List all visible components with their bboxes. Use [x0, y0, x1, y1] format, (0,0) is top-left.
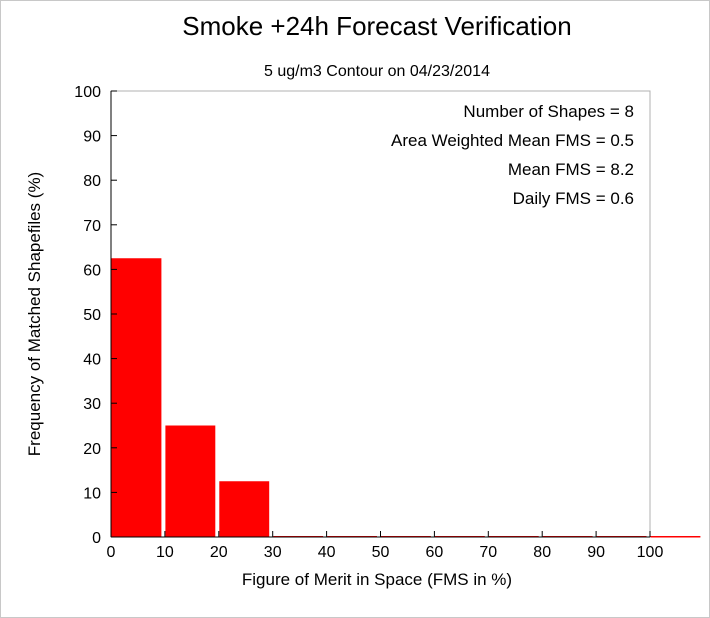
x-axis-label: Figure of Merit in Space (FMS in %)	[242, 570, 512, 589]
x-tick-label: 90	[587, 544, 605, 561]
y-tick-label: 10	[83, 485, 101, 502]
x-axis-ticks: 0 10 20 30 40 50 60 70 80 90 100	[107, 531, 664, 561]
y-tick-label: 100	[74, 84, 101, 101]
x-tick-label: 100	[637, 544, 664, 561]
y-tick-label: 40	[83, 352, 101, 369]
y-tick-label: 0	[92, 530, 101, 547]
histogram-bar	[650, 536, 701, 538]
histogram-bar	[219, 481, 270, 537]
stat-annotation: Number of Shapes = 8	[463, 102, 634, 121]
chart-subtitle: 5 ug/m3 Contour on 04/23/2014	[264, 63, 490, 80]
y-tick-label: 90	[83, 129, 101, 146]
y-axis-ticks: 0 10 20 30 40 50 60 70 80 90 100	[74, 84, 117, 547]
y-tick-label: 80	[83, 173, 101, 190]
y-tick-label: 70	[83, 218, 101, 235]
x-tick-label: 40	[318, 544, 336, 561]
stat-annotation: Daily FMS = 0.6	[513, 189, 634, 208]
y-tick-label: 30	[83, 396, 101, 413]
histogram-bar	[111, 258, 162, 537]
y-tick-label: 20	[83, 441, 101, 458]
y-tick-label: 50	[83, 307, 101, 324]
stat-annotation: Mean FMS = 8.2	[508, 160, 634, 179]
x-tick-label: 80	[533, 544, 551, 561]
x-tick-label: 10	[156, 544, 174, 561]
x-tick-label: 30	[264, 544, 282, 561]
x-tick-label: 50	[372, 544, 390, 561]
histogram-bar	[165, 425, 216, 537]
x-tick-label: 70	[479, 544, 497, 561]
x-tick-label: 20	[210, 544, 228, 561]
bars-group	[111, 258, 701, 538]
x-tick-label: 0	[107, 544, 116, 561]
chart-title: Smoke +24h Forecast Verification	[182, 11, 571, 41]
y-tick-label: 60	[83, 262, 101, 279]
stats-annotations: Number of Shapes = 8 Area Weighted Mean F…	[391, 102, 634, 208]
stat-annotation: Area Weighted Mean FMS = 0.5	[391, 131, 634, 150]
x-tick-label: 60	[426, 544, 444, 561]
y-axis-label: Frequency of Matched Shapefiles (%)	[25, 172, 44, 456]
